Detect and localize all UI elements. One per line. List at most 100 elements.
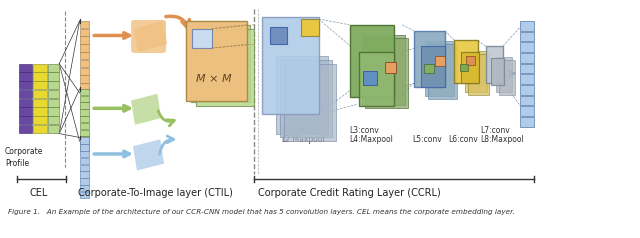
Bar [79,52,90,59]
Bar [47,90,60,98]
Bar [520,106,534,116]
Bar [79,138,90,144]
Bar [19,116,32,124]
Bar [520,64,534,73]
Bar [520,32,534,41]
Bar [520,42,534,52]
Bar [79,68,90,75]
Bar [79,165,90,171]
Bar [79,123,90,129]
Bar [79,185,90,191]
Bar [284,64,336,141]
Bar [79,136,90,143]
Bar [385,62,396,73]
Bar [33,116,47,124]
Text: Corporate-To-Image layer (CTIL): Corporate-To-Image layer (CTIL) [77,188,232,198]
Text: L3:conv: L3:conv [349,126,380,135]
Bar [486,46,503,83]
Text: Figure 1.   An Example of the architecture of our CCR-CNN model that has 5 convo: Figure 1. An Example of the architecture… [8,209,515,215]
Bar [47,99,60,107]
Bar [19,81,32,89]
Polygon shape [133,139,164,170]
Bar [465,51,486,92]
Bar [461,52,479,83]
Text: L4:Maxpool: L4:Maxpool [349,134,394,144]
Bar [435,56,445,66]
Bar [33,81,47,89]
Bar [280,60,332,138]
Text: L6:conv: L6:conv [449,134,478,144]
Bar [270,27,287,44]
Bar [520,74,534,84]
Bar [424,64,434,73]
Bar [79,171,90,178]
Bar [186,21,244,99]
Bar [79,60,90,67]
Bar [79,36,90,44]
Bar [362,35,405,105]
Bar [19,90,32,98]
Text: CEL: CEL [29,188,47,198]
Bar [520,21,534,31]
Bar [79,44,90,51]
FancyBboxPatch shape [131,20,166,53]
Bar [19,125,32,133]
Bar [466,56,475,65]
Bar [79,96,90,102]
Bar [79,130,90,136]
Bar [186,21,246,100]
Bar [47,81,60,89]
Bar [359,52,394,106]
Bar [79,158,90,164]
Bar [460,64,468,71]
Bar [33,64,47,72]
Bar [33,72,47,81]
Bar [47,116,60,124]
Bar [192,29,212,48]
Bar [33,125,47,133]
Bar [79,192,90,198]
Bar [79,116,90,122]
Text: L5:conv: L5:conv [413,134,442,144]
Bar [19,72,32,81]
Bar [79,21,90,28]
Bar [520,53,534,63]
Bar [47,72,60,81]
Bar [19,107,32,116]
Text: L1:conv: L1:conv [282,126,311,135]
Bar [301,19,319,36]
Bar [363,71,377,85]
Bar [79,178,90,184]
Bar [47,125,60,133]
Bar [426,41,454,96]
Bar [79,89,90,95]
Bar [454,40,478,83]
Bar [47,64,60,72]
Polygon shape [134,21,167,52]
Bar [428,44,458,99]
Bar [79,109,90,116]
Bar [468,54,490,95]
Polygon shape [131,94,161,125]
Bar [413,31,445,87]
Bar [47,107,60,116]
Bar [33,107,47,116]
Bar [191,25,250,103]
Text: L7:conv: L7:conv [481,126,511,135]
Bar [19,64,32,72]
Bar [79,103,90,109]
Bar [365,38,408,108]
Text: M × M: M × M [196,74,232,84]
Bar [79,143,90,150]
Bar [276,56,328,134]
Bar [520,96,534,105]
Bar [79,151,90,157]
Bar [196,29,255,106]
Bar [492,58,504,85]
Bar [79,144,90,151]
Bar [262,17,319,114]
Bar [496,57,512,92]
Bar [79,29,90,36]
Text: L8:Maxpool: L8:Maxpool [481,134,524,144]
Text: Corporate Credit Rating Layer (CCRL): Corporate Credit Rating Layer (CCRL) [258,188,441,198]
